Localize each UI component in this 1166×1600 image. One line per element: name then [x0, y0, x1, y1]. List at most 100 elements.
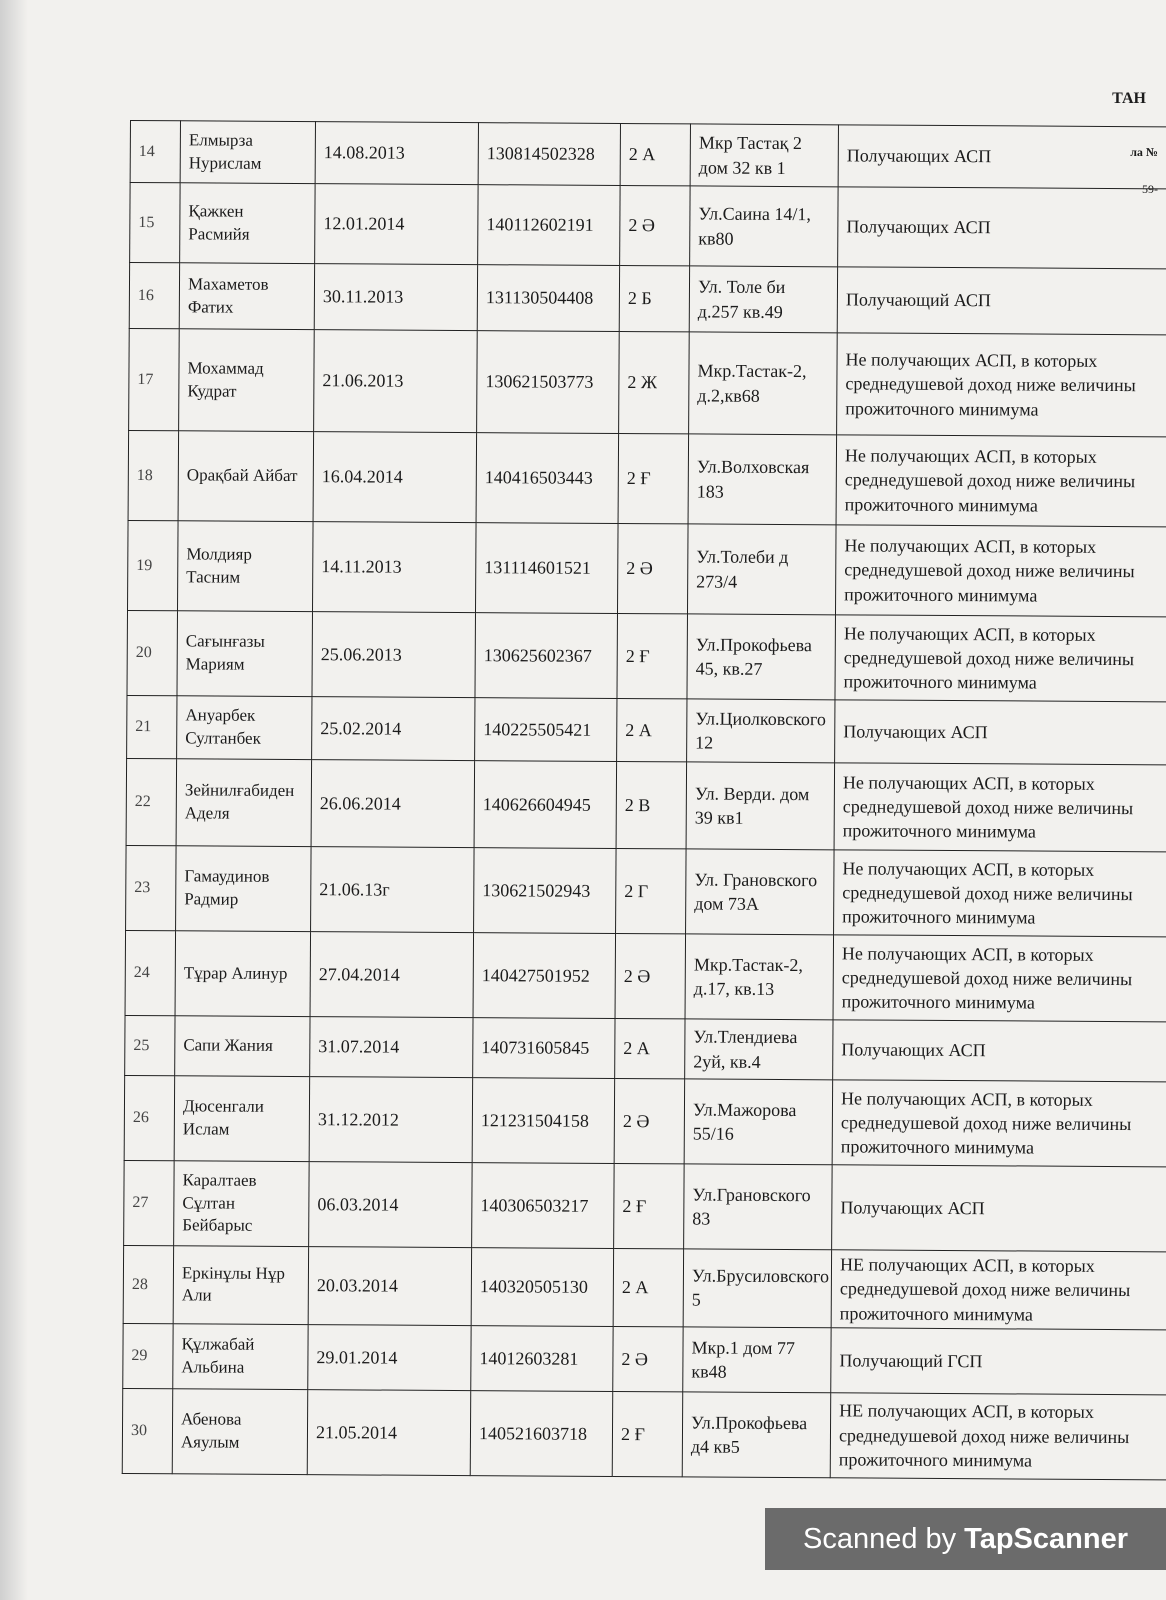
social-status-cell: Получающих АСП: [838, 124, 1166, 189]
class-cell: 2 В: [616, 761, 687, 849]
row-number-cell: 14: [130, 120, 181, 183]
address-cell: Ул.Брусиловского 5: [683, 1248, 832, 1328]
table-row: 23 Гамаудинов Радмир 21.06.13г 130621502943…: [125, 845, 1166, 937]
row-number-cell: 30: [122, 1388, 173, 1474]
table-row: 18 Орақбай Айбат 16.04.2014 140416503443 2 Ғ…: [128, 430, 1166, 527]
birth-date-cell: 29.01.2014: [307, 1324, 472, 1391]
child-name-cell: Дюсенгали Ислам: [174, 1075, 310, 1162]
social-status-cell: Не получающих АСП, в которых среднедушев…: [836, 434, 1166, 527]
social-status-cell: Получающих АСП: [831, 1164, 1166, 1252]
page-header-fragment: ТАН: [1112, 90, 1146, 107]
social-status-cell: Не получающих АСП, в которых среднедушев…: [833, 849, 1166, 937]
class-cell: 2 А: [616, 698, 687, 762]
child-name-cell: Елмырза Нурислам: [180, 120, 316, 184]
table-row: 19 Молдияр Тасним 14.11.2013 131114601521 2 …: [127, 520, 1166, 617]
social-status-cell: Получающих АСП: [834, 699, 1166, 765]
table-row: 17 Мохаммад Кудрат 21.06.2013 130621503773 2…: [128, 328, 1166, 437]
margin-note: 59-: [1142, 182, 1158, 196]
margin-note: ла №: [1130, 145, 1158, 159]
iin-cell: 140225505421: [474, 697, 617, 762]
birth-date-cell: 21.05.2014: [307, 1389, 471, 1476]
table-row: 15 Қажкен Расмийя 12.01.2014 140112602191 2 …: [129, 182, 1166, 269]
iin-cell: 140731605845: [472, 1017, 616, 1079]
social-status-cell: Не получающих АСП, в которых среднедушев…: [832, 1079, 1166, 1167]
row-number-cell: 27: [123, 1160, 175, 1246]
social-status-cell: Не получающих АСП, в которых среднедушев…: [834, 614, 1166, 702]
table-row: 27 Каралтаев Сұлтан Бейбарыс 06.03.2014 140…: [123, 1160, 1166, 1252]
iin-cell: 140416503443: [476, 432, 619, 524]
row-number-cell: 25: [124, 1015, 176, 1076]
iin-cell: 14012603281: [470, 1325, 614, 1392]
address-cell: Мкр.1 дом 77 кв48: [682, 1326, 832, 1393]
row-number-cell: 18: [128, 430, 179, 521]
class-cell: 2 Ғ: [613, 1163, 685, 1249]
address-cell: Ул.Мажорова 55/16: [684, 1078, 833, 1165]
child-name-cell: Қажкен Расмийя: [179, 182, 316, 264]
birth-date-cell: 31.07.2014: [309, 1016, 474, 1078]
iin-cell: 140112602191: [477, 184, 621, 266]
child-name-cell: Сапи Жания: [174, 1015, 311, 1077]
birth-date-cell: 21.06.13г: [310, 846, 475, 933]
address-cell: Ул.Саина 14/1, кв80: [689, 185, 839, 267]
row-number-cell: 22: [126, 758, 177, 846]
child-name-cell: Құлжабай Альбина: [172, 1323, 309, 1390]
address-cell: Мкр.Тастак-2, д.17, кв.13: [685, 933, 834, 1020]
child-name-cell: Орақбай Айбат: [178, 430, 314, 522]
address-cell: Ул. Верди. дом 39 кв1: [686, 761, 835, 850]
address-cell: Ул. Грановского дом 73А: [685, 848, 835, 935]
iin-cell: 131130504408: [477, 264, 620, 332]
social-status-cell: Не получающих АСП, в которых среднедушев…: [836, 332, 1166, 437]
birth-date-cell: 20.03.2014: [308, 1246, 472, 1326]
birth-date-cell: 27.04.2014: [310, 931, 474, 1018]
birth-date-cell: 12.01.2014: [314, 183, 479, 265]
iin-cell: 130621503773: [476, 330, 620, 434]
iin-cell: 130625602367: [474, 612, 618, 699]
child-name-cell: Каралтаев Сұлтан Бейбарыс: [173, 1160, 310, 1247]
child-name-cell: Еркінұлы Нұр Али: [173, 1245, 309, 1325]
birth-date-cell: 16.04.2014: [313, 431, 477, 523]
class-cell: 2 Ж: [618, 331, 690, 434]
social-status-cell: Не получающих АСП, в которых среднедушев…: [833, 934, 1166, 1022]
iin-cell: 140521603718: [470, 1390, 613, 1477]
social-status-cell: Получающий ГСП: [830, 1327, 1166, 1395]
row-number-cell: 26: [124, 1075, 175, 1161]
address-cell: Ул.Грановского 83: [683, 1163, 833, 1250]
child-name-cell: Зейнилғабиден Аделя: [176, 758, 312, 847]
iin-cell: 121231504158: [472, 1077, 615, 1164]
child-name-cell: Абенова Аяулым: [172, 1388, 308, 1475]
address-cell: Ул.Волховская 183: [688, 433, 837, 525]
iin-cell: 130814502328: [478, 122, 621, 186]
students-table: 14 Елмырза Нурислам 14.08.2013 130814502328…: [122, 120, 1166, 1480]
class-cell: 2 Ә: [612, 1326, 684, 1392]
class-cell: 2 А: [620, 123, 691, 186]
social-status-cell: НЕ получающих АСП, в которых среднедушев…: [830, 1392, 1166, 1480]
birth-date-cell: 14.11.2013: [312, 521, 477, 613]
row-number-cell: 16: [129, 262, 180, 329]
social-status-cell: Получающих АСП: [837, 186, 1166, 269]
table-row: 21 Ануарбек Султанбек 25.02.2014 1402255054…: [126, 695, 1166, 765]
address-cell: Мкр Тастақ 2 дом 32 кв 1: [690, 123, 839, 187]
class-cell: 2 Б: [619, 265, 690, 332]
row-number-cell: 19: [127, 520, 179, 611]
birth-date-cell: 25.06.2013: [311, 611, 476, 698]
iin-cell: 140320505130: [471, 1247, 614, 1327]
iin-cell: 140427501952: [473, 932, 616, 1019]
row-number-cell: 29: [122, 1323, 174, 1389]
table-row: 28 Еркінұлы Нұр Али 20.03.2014 140320505130…: [123, 1245, 1166, 1330]
class-cell: 2 Ә: [614, 1078, 685, 1164]
scan-edge-shadow: [0, 0, 28, 1600]
address-cell: Ул.Тлендиева 2уй, кв.4: [684, 1018, 834, 1080]
table-row: 29 Құлжабай Альбина 29.01.2014 14012603281 2…: [122, 1323, 1166, 1395]
birth-date-cell: 14.08.2013: [315, 121, 479, 185]
iin-cell: 130621502943: [473, 847, 617, 934]
birth-date-cell: 26.06.2014: [311, 759, 475, 848]
iin-cell: 140626604945: [474, 760, 617, 849]
class-cell: 2 Ғ: [618, 433, 689, 524]
watermark-prefix: Scanned by: [802, 1522, 957, 1555]
address-cell: Ул.Толеби д 273/4: [687, 523, 837, 615]
class-cell: 2 Г: [615, 848, 687, 934]
row-number-cell: 15: [129, 182, 181, 263]
row-number-cell: 28: [123, 1245, 174, 1324]
child-name-cell: Сағынғазы Мариям: [176, 610, 313, 697]
